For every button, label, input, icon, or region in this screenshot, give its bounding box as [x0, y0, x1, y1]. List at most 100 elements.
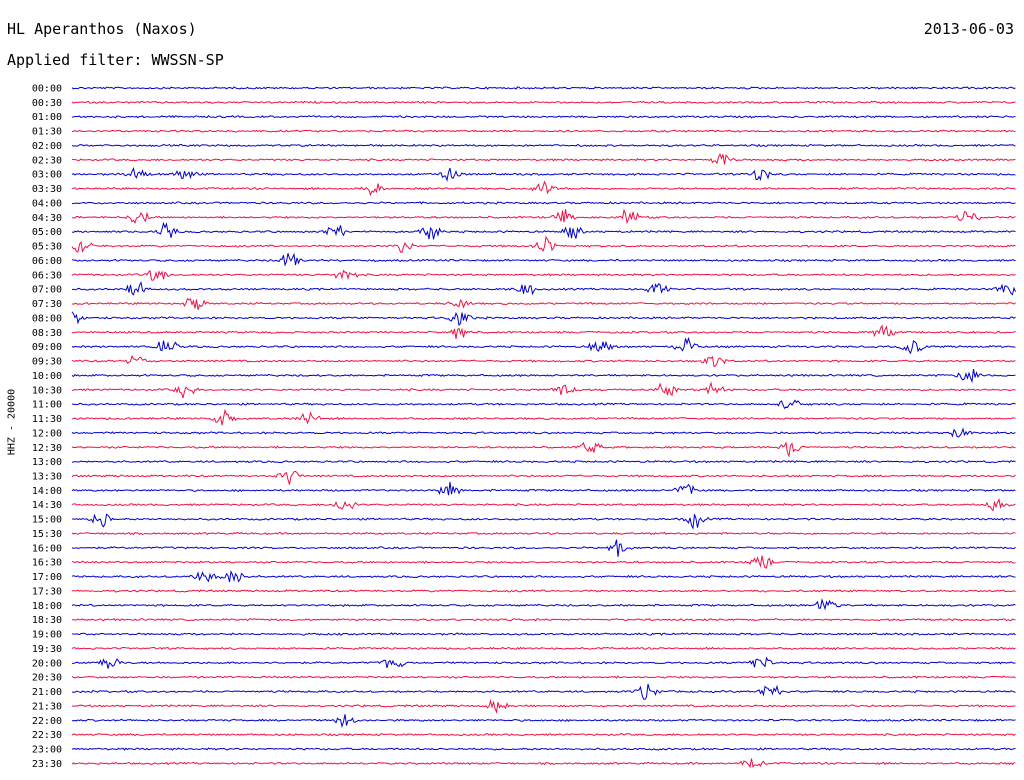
traces: [71, 86, 1016, 769]
time-label-1200: 12:00: [32, 428, 62, 439]
time-label-0100: 01:00: [32, 112, 62, 123]
trace-2200: [71, 714, 1016, 729]
time-label-1300: 13:00: [32, 457, 62, 468]
trace-1000: [71, 368, 1016, 384]
time-label-0400: 04:00: [32, 198, 62, 209]
time-label-2100: 21:00: [32, 687, 62, 698]
trace-0730: [71, 297, 1016, 310]
time-label-2230: 22:30: [32, 730, 62, 741]
time-label-0830: 08:30: [32, 328, 62, 339]
time-label-1830: 18:30: [32, 615, 62, 626]
trace-1430: [71, 497, 1016, 512]
trace-2300: [71, 747, 1016, 751]
trace-0930: [71, 354, 1016, 368]
trace-1730: [71, 589, 1016, 593]
trace-1030: [71, 381, 1016, 399]
trace-1300: [71, 459, 1016, 464]
trace-1830: [71, 618, 1016, 622]
time-label-2300: 23:00: [32, 745, 62, 756]
trace-0430: [71, 208, 1016, 225]
time-label-1530: 15:30: [32, 529, 62, 540]
trace-0400: [71, 201, 1016, 205]
time-label-0730: 07:30: [32, 299, 62, 310]
trace-2100: [71, 683, 1016, 700]
trace-0500: [71, 221, 1016, 240]
time-label-1800: 18:00: [32, 601, 62, 612]
time-label-0300: 03:00: [32, 170, 62, 181]
trace-1600: [71, 539, 1016, 557]
trace-0830: [71, 324, 1016, 340]
time-label-0200: 02:00: [32, 141, 62, 152]
trace-0230: [71, 153, 1016, 165]
trace-2000: [71, 656, 1016, 669]
time-label-1100: 11:00: [32, 400, 62, 411]
time-label-2000: 20:00: [32, 658, 62, 669]
trace-0600: [71, 252, 1016, 267]
trace-2030: [71, 675, 1016, 679]
time-label-2030: 20:30: [32, 673, 62, 684]
trace-2230: [71, 733, 1016, 737]
time-label-1500: 15:00: [32, 515, 62, 526]
time-label-1730: 17:30: [32, 586, 62, 597]
trace-0000: [71, 86, 1016, 90]
trace-0630: [71, 269, 1016, 281]
time-label-0030: 00:30: [32, 98, 62, 109]
trace-2330: [71, 758, 1016, 769]
time-label-0700: 07:00: [32, 285, 62, 296]
trace-0300: [71, 166, 1016, 182]
trace-1400: [71, 481, 1016, 496]
trace-0530: [71, 235, 1016, 253]
time-label-0430: 04:30: [32, 213, 62, 224]
time-label-0000: 00:00: [32, 84, 62, 95]
filter-label: Applied filter: WWSSN-SP: [7, 51, 224, 69]
trace-0030: [71, 100, 1016, 105]
trace-0200: [71, 143, 1016, 148]
trace-0700: [71, 281, 1016, 296]
time-label-2200: 22:00: [32, 716, 62, 727]
trace-1800: [71, 598, 1016, 611]
time-label-1430: 14:30: [32, 500, 62, 511]
time-label-0330: 03:30: [32, 184, 62, 195]
time-label-0800: 08:00: [32, 313, 62, 324]
trace-1900: [71, 632, 1016, 636]
trace-1130: [71, 408, 1016, 426]
trace-1230: [71, 441, 1016, 458]
trace-1330: [71, 470, 1016, 485]
time-label-1600: 16:00: [32, 543, 62, 554]
trace-1630: [71, 555, 1016, 569]
trace-2130: [71, 698, 1016, 715]
trace-1200: [71, 427, 1016, 438]
time-label-0500: 05:00: [32, 227, 62, 238]
trace-0900: [71, 336, 1016, 355]
trace-1100: [71, 399, 1016, 410]
time-label-0530: 05:30: [32, 242, 62, 253]
trace-0100: [71, 114, 1016, 119]
time-label-1230: 12:30: [32, 443, 62, 454]
time-label-0130: 01:30: [32, 127, 62, 138]
trace-0330: [71, 180, 1016, 197]
time-label-1330: 13:30: [32, 471, 62, 482]
time-label-1630: 16:30: [32, 558, 62, 569]
time-label-0600: 06:00: [32, 256, 62, 267]
date-label: 2013-06-03: [923, 20, 1014, 38]
time-label-0930: 09:30: [32, 357, 62, 368]
trace-0800: [71, 311, 1016, 327]
time-label-1030: 10:30: [32, 385, 62, 396]
trace-0130: [71, 129, 1016, 133]
station-title: HL Aperanthos (Naxos): [7, 20, 197, 38]
time-label-1130: 11:30: [32, 414, 62, 425]
trace-1530: [71, 531, 1016, 536]
time-label-2330: 23:30: [32, 759, 62, 770]
trace-1500: [71, 513, 1016, 530]
time-label-1900: 19:00: [32, 630, 62, 641]
time-label-1700: 17:00: [32, 572, 62, 583]
time-label-0630: 06:30: [32, 270, 62, 281]
time-label-1400: 14:00: [32, 486, 62, 497]
trace-1930: [71, 646, 1016, 651]
time-label-1000: 10:00: [32, 371, 62, 382]
time-labels: 00:00 00:30 01:00 01:30 02:00 02:30 03:00 03:30…: [32, 84, 62, 770]
time-label-0900: 09:00: [32, 342, 62, 353]
time-label-0230: 02:30: [32, 155, 62, 166]
trace-1700: [71, 570, 1016, 583]
